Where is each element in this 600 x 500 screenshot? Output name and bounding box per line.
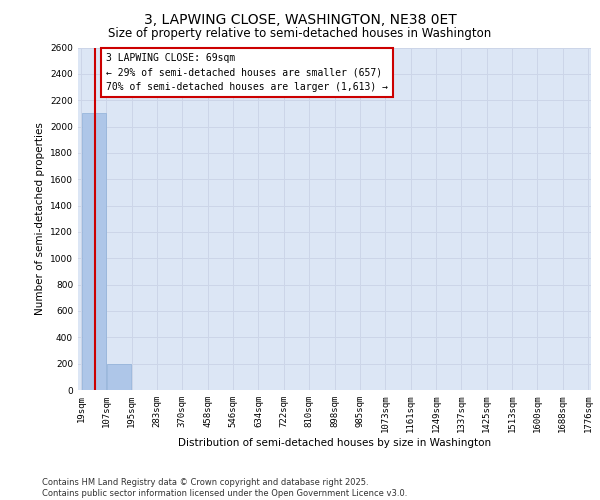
Text: Contains HM Land Registry data © Crown copyright and database right 2025.
Contai: Contains HM Land Registry data © Crown c… [42,478,407,498]
Bar [107,364,131,390]
Text: Size of property relative to semi-detached houses in Washington: Size of property relative to semi-detach… [109,28,491,40]
Y-axis label: Number of semi-detached properties: Number of semi-detached properties [35,122,44,315]
Text: 3 LAPWING CLOSE: 69sqm
← 29% of semi-detached houses are smaller (657)
70% of se: 3 LAPWING CLOSE: 69sqm ← 29% of semi-det… [106,53,388,92]
Bar [82,114,106,390]
Text: 3, LAPWING CLOSE, WASHINGTON, NE38 0ET: 3, LAPWING CLOSE, WASHINGTON, NE38 0ET [143,12,457,26]
X-axis label: Distribution of semi-detached houses by size in Washington: Distribution of semi-detached houses by … [178,438,491,448]
